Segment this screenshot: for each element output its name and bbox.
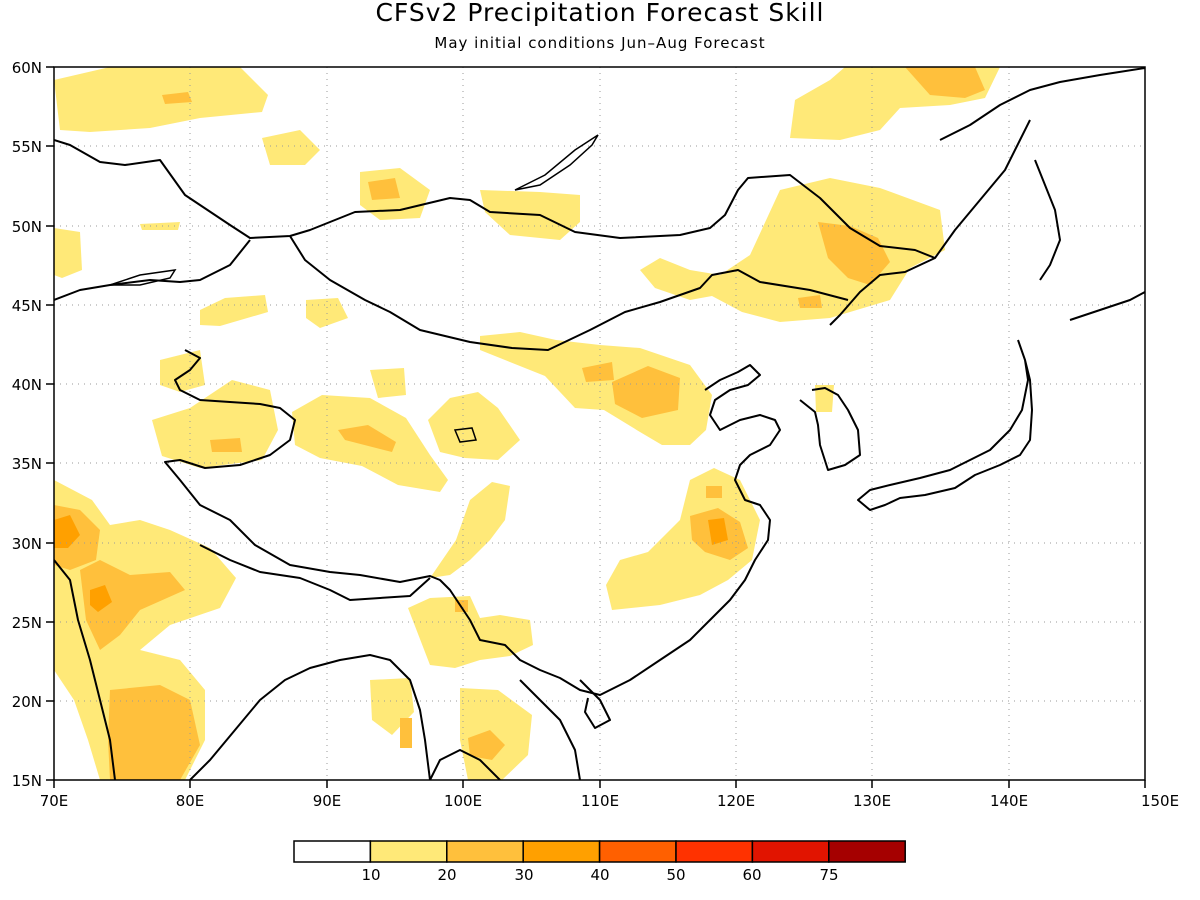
indochina-coast [429, 679, 611, 780]
shade-40n-small [370, 368, 406, 398]
shade-india-deep-a [54, 515, 80, 548]
lat-tick-label: 30N [12, 535, 42, 553]
shade-manchuria [640, 178, 945, 322]
colorbar-boxes [293, 840, 906, 863]
lon-tick-labels: 70E 80E 90E 100E 110E 120E 130E 140E 150… [40, 792, 1179, 810]
lat-tick-label: 20N [12, 693, 42, 711]
colorbar-label: 30 [514, 866, 533, 884]
colorbar-labels: 10 20 30 40 50 60 75 [361, 866, 838, 884]
colorbar-box [293, 840, 372, 863]
shade-yunnan [408, 596, 533, 668]
shade-sw-china [430, 482, 510, 578]
colorbar-label: 40 [590, 866, 609, 884]
lakes [109, 134, 599, 443]
shade-east-china-spot [706, 486, 722, 498]
shade-manchuria-core [818, 222, 890, 285]
colorbar-box [369, 840, 448, 863]
shade-inner-mongolia [480, 332, 712, 445]
shade-38n-spot [338, 425, 396, 452]
shade-east-china-deep [708, 518, 728, 545]
korea-coast [799, 387, 861, 471]
lon-tick-label: 110E [581, 792, 619, 810]
mongolia-china-border [289, 235, 849, 351]
lat-tick-label: 45N [12, 297, 42, 315]
coastlines-borders [54, 67, 1145, 780]
colorbar-label: 20 [437, 866, 456, 884]
lon-tick-label: 150E [1141, 792, 1179, 810]
colorbar-label: 50 [666, 866, 685, 884]
chart-subtitle: May initial conditions Jun–Aug Forecast [434, 34, 766, 52]
shade-west-50n [54, 228, 82, 278]
shade-52n-spot [368, 178, 400, 200]
japan-coast [857, 339, 1033, 511]
shade-myanmar-spot [400, 718, 412, 748]
shade-45n-west [200, 295, 268, 326]
shade-40n-a [152, 380, 278, 468]
shade-58n-spot [162, 92, 192, 104]
lat-tick-label: 15N [12, 772, 42, 790]
colorbar-box [522, 840, 601, 863]
shade-japan-korea-small [815, 385, 834, 412]
shade-55n-blob [262, 130, 320, 165]
lat-tick-label: 50N [12, 218, 42, 236]
kazakhstan-border [54, 239, 251, 301]
map-grid [54, 67, 1145, 780]
shade-india-south [108, 685, 200, 780]
colorbar-box [446, 840, 524, 863]
shade-qinghai [428, 392, 520, 460]
baikal-lake [514, 134, 599, 191]
shade-inner-mongolia-core [612, 366, 680, 418]
india-coast [54, 559, 431, 780]
colorbar-box [598, 840, 677, 863]
lat-tick-label: 40N [12, 376, 42, 394]
skill-shading [54, 67, 1000, 780]
colorbar-box [675, 840, 754, 863]
lon-tick-label: 70E [40, 792, 69, 810]
shade-indochina-b [460, 688, 532, 780]
shade-east-china [606, 468, 760, 610]
russia-border-west [54, 139, 936, 326]
axis-tick-marks [46, 66, 1146, 788]
shade-indochina-spot [468, 730, 505, 760]
lon-tick-label: 90E [313, 792, 342, 810]
shade-india-core [80, 560, 185, 650]
colorbar: 10 20 30 40 50 60 75 [293, 840, 906, 884]
lat-tick-label: 55N [12, 138, 42, 156]
skill-20-30-regions [54, 67, 985, 780]
lat-tick-label: 25N [12, 614, 42, 632]
colorbar-box [751, 840, 830, 863]
lat-tick-label: 60N [12, 59, 42, 77]
china-west-border [164, 349, 781, 696]
lon-tick-label: 120E [717, 792, 755, 810]
skill-30-40-regions [54, 515, 728, 612]
colorbar-label: 10 [361, 866, 380, 884]
colorbar-label: 75 [819, 866, 838, 884]
lon-tick-label: 80E [176, 792, 205, 810]
skill-10-20-regions [54, 67, 1000, 780]
lon-tick-label: 140E [990, 792, 1028, 810]
shade-38n-spot-b [210, 438, 242, 452]
qinghai-lake [453, 427, 478, 443]
chart-title: CFSv2 Precipitation Forecast Skill [375, 0, 825, 27]
lon-tick-label: 100E [444, 792, 482, 810]
colorbar-box [828, 840, 906, 863]
shade-north-west-top [54, 67, 268, 132]
lat-tick-label: 35N [12, 455, 42, 473]
tibet-border [199, 544, 431, 601]
lon-tick-label: 130E [853, 792, 891, 810]
shade-40n-spot-a [582, 362, 614, 382]
russia-east-coast [934, 67, 1145, 321]
shade-top-right-spot [905, 67, 985, 98]
colorbar-label: 60 [742, 866, 761, 884]
lat-tick-labels: 15N 20N 25N 30N 35N 40N 45N 50N 55N 60N [12, 59, 42, 790]
shade-india-deep-b [90, 585, 112, 612]
balkhash-lake [109, 269, 177, 286]
shade-42n-west [160, 350, 205, 392]
shade-small-50n [140, 222, 180, 230]
sakhalin-coast [1034, 159, 1061, 281]
